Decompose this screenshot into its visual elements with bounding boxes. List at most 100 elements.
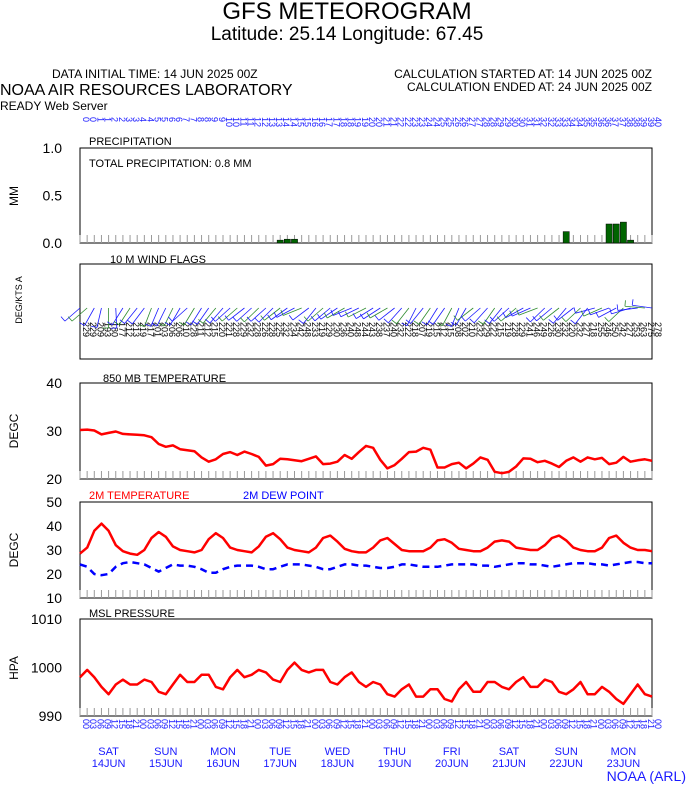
wind-direction-label: 240	[346, 322, 356, 337]
wind-barb-feather	[127, 320, 133, 325]
wind-barb-feather	[145, 323, 151, 327]
wind-direction-label: 232	[281, 322, 291, 337]
wind-barb-feather	[502, 312, 507, 318]
wind-barb	[553, 307, 567, 324]
temp2m-y-axis-label: DEGC	[7, 532, 21, 567]
wind-barb-feather	[450, 321, 457, 326]
top-hour-label: 24	[424, 117, 434, 127]
precip-y-tick-label: 1.0	[43, 140, 63, 156]
wind-barb	[410, 307, 424, 324]
pressure-panel-frame	[79, 618, 653, 717]
x-day-label: TUE	[269, 746, 291, 758]
wind-direction-label: 222	[489, 322, 499, 337]
top-hour-label: 12	[253, 117, 263, 127]
wind-barb	[465, 307, 481, 322]
wind-barb	[244, 307, 260, 323]
top-hour-label: 0	[81, 117, 91, 122]
top-hour-label: 34	[574, 117, 584, 127]
data-initial-time: DATA INITIAL TIME: 14 JUN 2025 00Z	[52, 67, 258, 81]
wind-direction-label: 229	[481, 322, 491, 337]
wind-barb-feather	[401, 322, 408, 327]
wind-barb-feather	[298, 319, 304, 324]
top-hour-label: 9	[210, 117, 220, 122]
wind-direction-label: 220	[217, 322, 227, 337]
top-hour-label: 12	[260, 117, 270, 127]
x-hour-label: 09	[560, 719, 570, 729]
x-date-label: 14JUN	[92, 758, 126, 770]
wind-barb	[84, 307, 95, 326]
wind-barb	[565, 307, 581, 322]
top-hour-label: 35	[589, 117, 599, 127]
x-hour-label: 12	[510, 719, 520, 729]
wind-barb	[71, 307, 88, 322]
x-hour-label: 00	[424, 719, 434, 729]
wind-barb-feather	[631, 299, 634, 306]
wind-direction-label: 229	[88, 322, 98, 337]
wind-barb	[250, 307, 267, 322]
x-hour-label: 15	[574, 719, 584, 729]
x-hour-label: 00	[310, 719, 320, 729]
wind-barb	[202, 307, 217, 324]
top-hour-label: 25	[439, 117, 449, 127]
wind-barb-feather	[158, 322, 165, 327]
wind-barb	[258, 307, 274, 323]
temp850-y-tick-label: 20	[46, 471, 62, 487]
x-hour-label: 12	[167, 719, 177, 729]
x-hour-label: 06	[95, 719, 105, 729]
top-hour-label: 14	[281, 117, 291, 127]
wind-barb-feather	[532, 316, 537, 322]
x-hour-label: 18	[467, 719, 477, 729]
wind-direction-label: 233	[310, 322, 320, 337]
wind-direction-label: 226	[260, 322, 270, 337]
wind-barb-feather	[119, 319, 125, 324]
wind-barb-feather	[553, 315, 558, 321]
location-subtitle: Latitude: 25.14 Longitude: 67.45	[210, 24, 484, 45]
wind-direction-label: 227	[624, 322, 634, 337]
top-hour-label: 31	[524, 117, 534, 127]
wind-barb	[536, 307, 553, 322]
wind-direction-label: 228	[188, 322, 198, 337]
wind-barb	[575, 307, 595, 314]
x-hour-label: 21	[417, 719, 427, 729]
dewpoint-line	[79, 560, 652, 577]
wind-barb	[327, 307, 345, 319]
x-day-label: SAT	[499, 746, 520, 758]
wind-barb	[473, 307, 488, 324]
x-hour-label: 00	[596, 719, 606, 729]
wind-barb	[590, 307, 610, 316]
wind-direction-label: 237	[381, 322, 391, 337]
wind-direction-label: 229	[517, 322, 527, 337]
wind-barb-feather	[168, 316, 173, 322]
top-hour-label: 37	[610, 117, 620, 127]
wind-barb-feather	[587, 309, 591, 315]
top-hour-label: 7	[181, 117, 191, 122]
wind-direction-label: 213	[131, 322, 141, 337]
x-hour-label: 03	[145, 719, 155, 729]
top-hour-label: 23	[410, 117, 420, 127]
wind-barb-feather	[280, 309, 284, 316]
x-hour-label: 00	[367, 719, 377, 729]
x-date-label: 22JUN	[549, 758, 583, 770]
wind-barb-feather	[573, 307, 576, 314]
x-date-label: 19JUN	[378, 758, 412, 770]
top-hour-label: 1	[95, 117, 105, 122]
wind-barb	[131, 307, 145, 325]
top-hour-label: 38	[624, 117, 634, 127]
wind-barb	[292, 307, 310, 321]
wind-barb	[307, 307, 324, 322]
top-hour-label: 30	[517, 117, 527, 127]
wind-direction-label: 232	[245, 322, 255, 337]
x-hour-label: 03	[431, 719, 441, 729]
wind-direction-label: 232	[560, 322, 570, 337]
pressure-y-axis-label: HPA	[7, 656, 21, 680]
wind-barb	[172, 307, 188, 322]
wind-direction-label: 220	[567, 322, 577, 337]
wind-barb-feather	[484, 319, 490, 324]
wind-direction-label: 202	[460, 322, 470, 337]
top-hour-label: 5	[160, 117, 170, 122]
temp850-title: 850 MB TEMPERATURE	[103, 373, 226, 385]
top-hour-label: 26	[453, 117, 463, 127]
top-hour-label: 11	[238, 117, 248, 126]
wind-barb-feather	[624, 300, 626, 307]
wind-barb-feather	[151, 322, 158, 327]
